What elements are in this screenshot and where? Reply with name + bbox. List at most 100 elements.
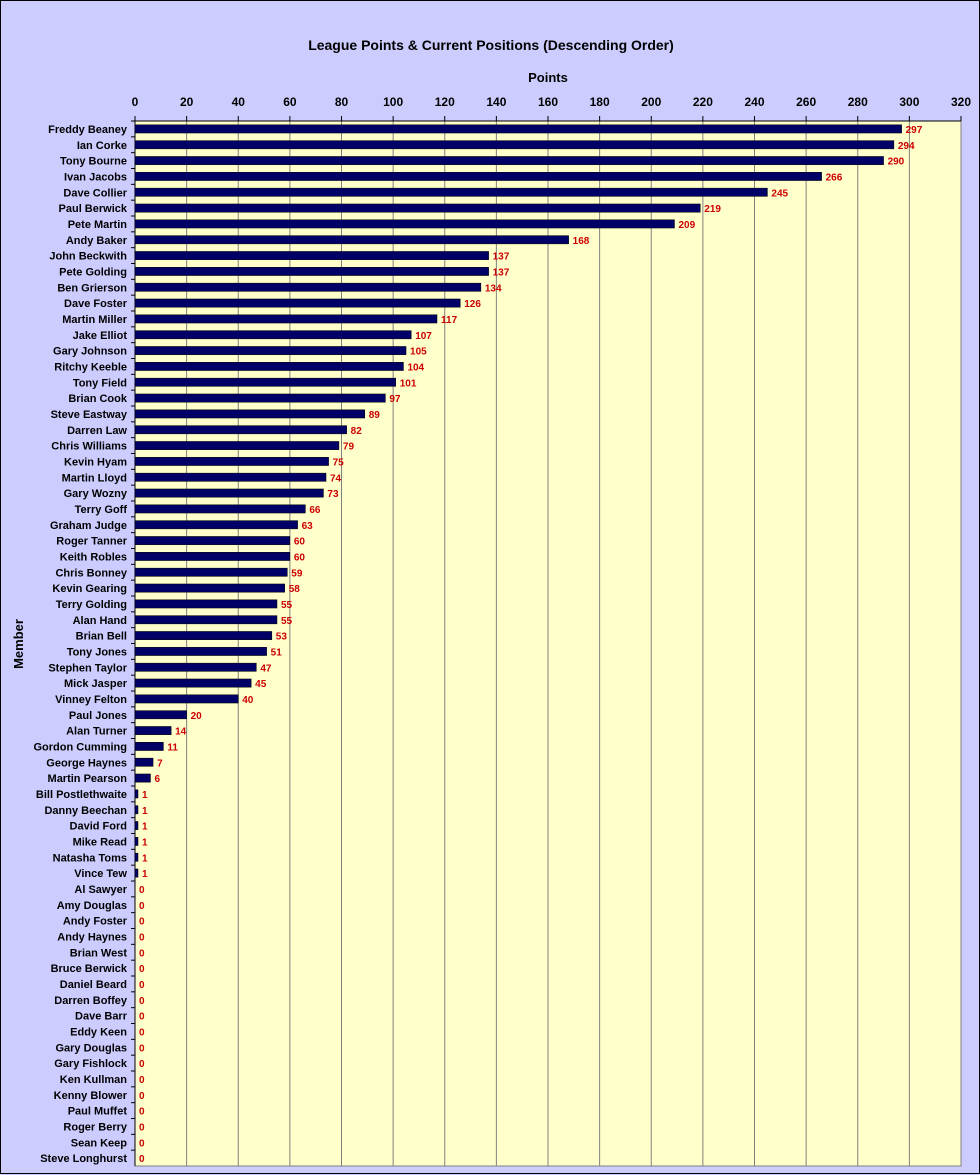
category-label: John Beckwith [49,251,127,263]
data-label: 53 [276,632,288,643]
data-label: 0 [139,1138,145,1149]
x-tick-label: 140 [486,95,506,109]
bar [134,710,187,720]
category-label: Gordon Cumming [34,741,128,753]
data-label: 73 [327,489,339,500]
x-tick-label: 160 [538,95,558,109]
data-label: 0 [139,1075,145,1086]
category-label: Dave Barr [75,1011,128,1023]
bar [134,251,489,260]
bar [134,267,489,276]
bar [134,536,291,545]
category-label: Vinney Felton [55,694,127,706]
data-label: 245 [771,188,788,199]
category-label: Mick Jasper [64,678,128,690]
category-label: Gary Johnson [53,346,127,358]
category-label: Steve Longhurst [40,1153,127,1165]
category-label: Alan Turner [66,726,128,738]
category-label: Keith Robles [60,551,127,563]
bar [134,219,675,229]
category-label: Tony Jones [67,646,127,658]
category-label: Al Sawyer [74,884,127,896]
bar [134,694,239,704]
x-tick-label: 0 [132,95,139,109]
category-label: Martin Miller [62,314,128,326]
category-label: Gary Douglas [55,1042,127,1054]
category-label: Andy Foster [63,916,128,928]
category-label: Brian Bell [76,631,127,643]
category-label: Martin Lloyd [62,472,127,484]
category-label: Gary Fishlock [54,1058,128,1070]
bar [134,631,273,640]
data-label: 60 [294,552,306,563]
data-label: 20 [191,711,203,722]
bar [134,362,404,371]
data-label: 1 [142,837,148,848]
data-label: 51 [271,647,283,658]
data-label: 297 [906,125,923,136]
data-label: 107 [415,331,432,342]
bar [134,346,407,355]
category-label: Chris Bonney [55,567,127,579]
bar [134,298,461,308]
bar [134,757,154,767]
data-label: 0 [139,1122,145,1133]
data-label: 74 [330,473,342,484]
bar [134,567,288,577]
data-label: 75 [333,457,345,468]
category-label: Dave Collier [63,187,127,199]
bar [134,583,285,593]
category-label: Jake Elliot [73,330,128,342]
bar [134,742,164,751]
category-label: Kevin Hyam [64,456,127,468]
category-label: Andy Haynes [57,931,127,943]
data-label: 0 [139,901,145,912]
bar [134,599,278,609]
bar [134,472,327,482]
category-label: Kenny Blower [54,1090,128,1102]
gridlines [131,116,962,1166]
category-label: Tony Bourne [60,156,127,168]
data-label: 79 [343,442,355,453]
category-label: Darren Boffey [54,995,128,1007]
data-label: 0 [139,1027,145,1038]
category-label: Roger Berry [63,1121,127,1133]
bar [134,457,329,466]
category-label: Ivan Jacobs [64,171,127,183]
bar [134,868,139,878]
category-label: Kevin Gearing [52,583,127,595]
data-label: 104 [407,362,424,373]
bar [134,821,139,830]
category-label: Brian Cook [68,393,128,405]
data-label: 59 [291,568,303,579]
data-label: 1 [142,806,148,817]
bar [134,647,267,656]
category-label: Amy Douglas [57,900,127,912]
data-label: 1 [142,869,148,880]
bar [134,852,139,862]
category-label: Stephen Taylor [48,662,127,674]
category-label: Natasha Toms [53,852,127,864]
x-tick-label: 80 [335,95,349,109]
bar [134,789,139,799]
data-label: 89 [369,410,381,421]
data-label: 126 [464,299,481,310]
data-label: 1 [142,853,148,864]
bar [134,393,386,403]
x-tick-label: 220 [693,95,713,109]
category-label: Steve Eastway [51,409,128,421]
x-tick-label: 200 [641,95,661,109]
bar [134,488,324,498]
bar [134,235,569,245]
data-label: 0 [139,1059,145,1070]
bar [134,837,139,846]
data-label: 105 [410,347,427,358]
x-tick-label: 280 [848,95,868,109]
data-label: 1 [142,790,148,801]
data-label: 0 [139,1154,145,1165]
data-label: 101 [400,378,417,389]
bar [134,314,438,324]
bar [134,552,291,561]
x-tick-label: 120 [435,95,455,109]
